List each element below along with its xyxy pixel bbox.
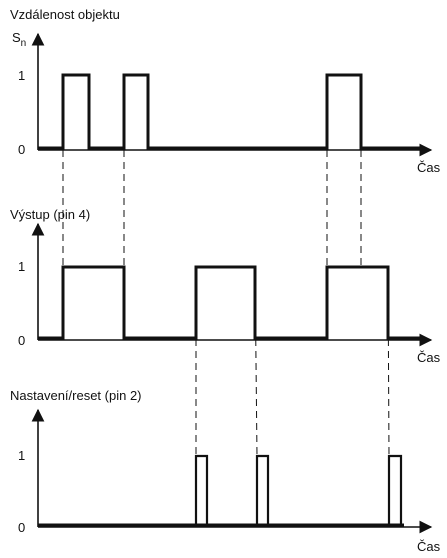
panel3-pulse-1 (194, 454, 209, 525)
panel2-tick-0: 0 (18, 333, 25, 348)
panel3-pulse-2 (255, 454, 270, 525)
panel2-title: Výstup (pin 4) (10, 207, 90, 222)
panel2-signal-trace (38, 265, 420, 340)
connector-line (387, 266, 390, 457)
panel1-tick-1: 1 (18, 68, 25, 83)
panel1-title: Vzdálenost objektu (10, 7, 120, 22)
panel2-time-label: Čas (417, 350, 441, 365)
panel1-signal-trace (38, 73, 420, 150)
panel3-title: Nastavení/reset (pin 2) (10, 388, 142, 403)
panel3-time-label: Čas (417, 539, 441, 554)
connector-line (254, 266, 258, 457)
panel-set-reset-pin2: Nastavení/reset (pin 2) 1 0 Čas (10, 388, 441, 554)
panel-object-distance: Vzdálenost objektu Sn 1 0 Čas (10, 7, 441, 175)
panel1-time-label: Čas (417, 160, 441, 175)
panel2-tick-1: 1 (18, 259, 25, 274)
dashed-connectors (62, 150, 390, 457)
panel1-sn-label: Sn (12, 30, 26, 49)
panel3-tick-0: 0 (18, 520, 25, 535)
panel3-tick-1: 1 (18, 448, 25, 463)
panel3-pulse-3 (387, 454, 403, 525)
panel-output-pin4: Výstup (pin 4) 1 0 Čas (10, 207, 441, 365)
panel1-sn-sub: n (21, 38, 27, 49)
panel1-tick-0: 0 (18, 142, 25, 157)
panel1-sn-main: S (12, 30, 21, 45)
